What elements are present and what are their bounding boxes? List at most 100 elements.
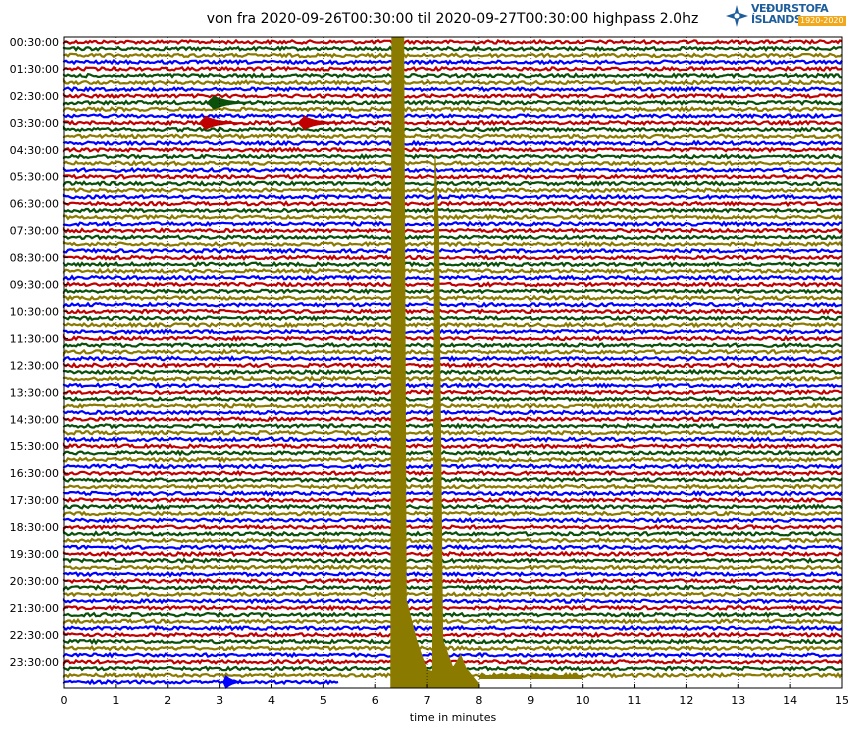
seismic-trace bbox=[62, 274, 843, 282]
seismic-trace bbox=[62, 333, 843, 342]
seismic-trace bbox=[62, 153, 843, 160]
seismic-trace bbox=[62, 281, 843, 288]
seismic-trace bbox=[62, 99, 843, 106]
seismic-trace bbox=[62, 557, 843, 565]
seismic-trace bbox=[62, 543, 843, 551]
seismic-trace bbox=[62, 348, 843, 357]
y-tick-label: 14:30:00 bbox=[10, 413, 59, 426]
y-tick-label: 23:30:00 bbox=[10, 656, 59, 669]
seismic-trace bbox=[62, 611, 843, 619]
event-waveform bbox=[198, 115, 246, 130]
seismic-trace bbox=[62, 631, 843, 639]
seismic-traces bbox=[62, 38, 843, 686]
seismic-trace bbox=[62, 247, 843, 255]
vedurstofa-logo: VEÐURSTOFA ÍSLANDS 1920-2020 bbox=[726, 2, 846, 28]
y-tick-label: 03:30:00 bbox=[10, 117, 59, 130]
seismic-trace bbox=[62, 133, 843, 140]
seismic-trace bbox=[62, 355, 843, 363]
seismic-trace bbox=[62, 604, 843, 612]
seismic-trace bbox=[62, 368, 843, 376]
seismic-trace bbox=[62, 38, 843, 46]
y-tick-label: 16:30:00 bbox=[10, 467, 59, 480]
y-tick-label: 09:30:00 bbox=[10, 279, 59, 292]
y-tick-label: 21:30:00 bbox=[10, 602, 59, 615]
seismic-trace bbox=[62, 429, 843, 437]
x-tick-label: 11 bbox=[628, 694, 642, 707]
seismic-trace bbox=[62, 617, 843, 625]
y-tick-label: 10:30:00 bbox=[10, 305, 59, 318]
x-gridlines bbox=[115, 37, 791, 688]
seismic-trace bbox=[62, 468, 843, 477]
x-tick-label: 3 bbox=[216, 694, 223, 707]
seismic-trace bbox=[62, 536, 842, 545]
seismic-trace bbox=[62, 570, 843, 578]
seismic-trace bbox=[62, 119, 843, 127]
x-tick-label: 0 bbox=[61, 694, 68, 707]
event-waveform bbox=[222, 675, 246, 689]
y-tick-label: 17:30:00 bbox=[10, 494, 59, 507]
seismic-trace bbox=[62, 409, 843, 416]
x-tick-label: 5 bbox=[320, 694, 327, 707]
seismic-trace bbox=[62, 395, 843, 403]
seismic-trace bbox=[62, 65, 843, 73]
seismic-trace bbox=[62, 381, 843, 390]
seismic-trace bbox=[62, 85, 843, 93]
seismic-trace bbox=[62, 442, 843, 450]
seismic-trace bbox=[62, 463, 843, 470]
seismic-trace bbox=[62, 651, 843, 659]
seismic-trace bbox=[62, 180, 843, 187]
seismic-trace bbox=[62, 361, 843, 369]
seismic-trace bbox=[62, 254, 843, 261]
x-tick-label: 7 bbox=[424, 694, 431, 707]
seismic-trace bbox=[62, 173, 843, 181]
seismic-trace bbox=[62, 375, 843, 383]
seismic-trace bbox=[62, 77, 843, 86]
seismic-trace bbox=[62, 584, 843, 592]
y-tick-label: 20:30:00 bbox=[10, 575, 59, 588]
seismic-trace bbox=[62, 301, 843, 309]
seismic-trace bbox=[62, 287, 843, 295]
seismic-trace bbox=[62, 678, 339, 686]
y-tick-label: 07:30:00 bbox=[10, 225, 59, 238]
seismic-trace bbox=[63, 207, 843, 214]
seismic-trace bbox=[62, 591, 843, 598]
y-tick-label: 00:30:00 bbox=[10, 36, 59, 49]
seismic-trace bbox=[62, 308, 843, 315]
seismic-trace bbox=[62, 186, 843, 194]
seismic-trace bbox=[62, 125, 843, 133]
logo-name-line1: VEÐURSTOFA bbox=[751, 2, 829, 15]
seismic-trace bbox=[62, 166, 843, 174]
seismic-trace bbox=[62, 58, 843, 66]
seismic-trace bbox=[62, 496, 843, 504]
y-tick-label: 01:30:00 bbox=[10, 63, 59, 76]
seismic-trace bbox=[62, 483, 843, 490]
y-tick-label: 02:30:00 bbox=[10, 90, 59, 103]
seismic-trace bbox=[62, 234, 843, 241]
seismic-trace bbox=[62, 200, 843, 208]
seismic-trace bbox=[62, 92, 843, 100]
logo-mark-icon bbox=[726, 5, 748, 27]
seismic-trace bbox=[62, 146, 843, 154]
seismic-trace bbox=[62, 516, 843, 524]
seismic-trace bbox=[62, 402, 843, 410]
y-tick-label: 18:30:00 bbox=[10, 521, 59, 534]
seismic-trace bbox=[62, 139, 843, 147]
seismic-trace bbox=[62, 267, 843, 275]
seismic-trace bbox=[62, 72, 843, 80]
seismic-trace bbox=[62, 577, 842, 585]
seismic-trace bbox=[62, 106, 843, 113]
seismic-trace bbox=[62, 456, 843, 464]
y-tick-label: 04:30:00 bbox=[10, 144, 59, 157]
seismic-trace bbox=[62, 213, 843, 221]
x-axis: 0 1 2 3 4 5 6 7 8 9 10 11 12 13 14 15 bbox=[61, 684, 849, 707]
logo-name-line2: ÍSLANDS bbox=[751, 13, 802, 26]
seismic-trace bbox=[62, 321, 843, 329]
seismic-trace bbox=[62, 159, 843, 167]
seismic-trace bbox=[63, 436, 843, 443]
y-tick-label: 08:30:00 bbox=[10, 252, 59, 265]
x-tick-label: 12 bbox=[679, 694, 693, 707]
x-tick-label: 15 bbox=[835, 694, 849, 707]
seismic-trace bbox=[62, 193, 843, 201]
event-2 bbox=[206, 95, 256, 110]
y-tick-label: 11:30:00 bbox=[10, 332, 59, 345]
